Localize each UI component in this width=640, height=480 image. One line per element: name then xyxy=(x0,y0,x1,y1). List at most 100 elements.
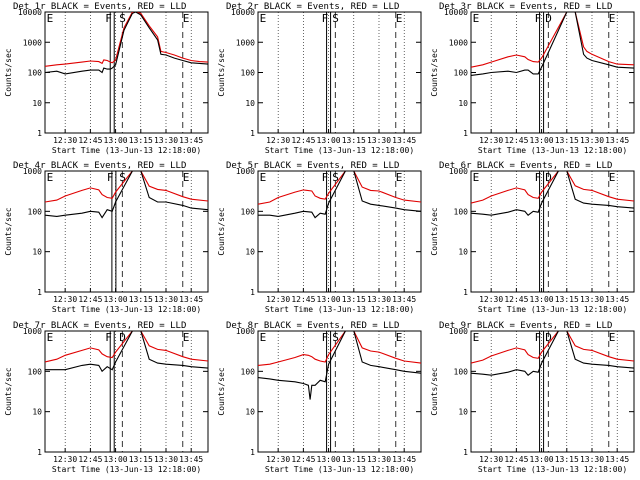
chart-title: Det 3r BLACK = Events, RED = LLD xyxy=(439,2,612,12)
events-series-line xyxy=(45,12,208,75)
x-tick-label: 12:30 xyxy=(266,136,290,145)
marker-label: F xyxy=(535,171,542,184)
marker-label: F xyxy=(535,12,542,25)
x-tick-label: 13:45 xyxy=(605,455,629,464)
marker-label: E xyxy=(473,331,480,344)
marker-label: D xyxy=(545,331,552,344)
plot-frame xyxy=(470,330,635,453)
x-tick-label: 13:15 xyxy=(342,136,366,145)
x-axis-label: Start Time (13-Jun-13 12:18:00) xyxy=(478,465,627,474)
x-tick-label: 13:45 xyxy=(392,136,416,145)
x-tick-label: 12:30 xyxy=(53,136,77,145)
y-tick-label: 100 xyxy=(28,69,43,78)
marker-label: E xyxy=(396,331,403,344)
y-axis-label: Counts/sec xyxy=(217,367,226,415)
x-axis-label: Start Time (13-Jun-13 12:18:00) xyxy=(265,465,414,474)
x-axis-label: Start Time (13-Jun-13 12:18:00) xyxy=(52,146,201,155)
x-tick-label: 13:00 xyxy=(104,136,128,145)
x-axis-label: Start Time (13-Jun-13 12:18:00) xyxy=(478,146,627,155)
chart-title: Det 2r BLACK = Events, RED = LLD xyxy=(226,2,399,12)
y-tick-label: 1 xyxy=(250,129,255,138)
marker-label: E xyxy=(183,171,190,184)
y-tick-label: 100 xyxy=(28,367,43,376)
x-tick-label: 12:45 xyxy=(78,455,102,464)
events-series-line xyxy=(471,12,634,76)
x-tick-label: 12:45 xyxy=(291,295,315,304)
plot-frame xyxy=(44,11,209,134)
x-tick-label: 12:45 xyxy=(291,136,315,145)
y-tick-label: 10000 xyxy=(18,8,42,17)
x-tick-label: 13:45 xyxy=(179,455,203,464)
y-tick-label: 1000 xyxy=(23,327,42,336)
x-tick-label: 13:30 xyxy=(580,136,604,145)
events-series-line xyxy=(471,331,634,376)
y-tick-label: 100 xyxy=(241,207,256,216)
y-tick-label: 10 xyxy=(32,408,42,417)
x-tick-label: 12:45 xyxy=(291,455,315,464)
y-tick-label: 10 xyxy=(458,99,468,108)
y-tick-label: 100 xyxy=(454,207,469,216)
chart-title: Det 7r BLACK = Events, RED = LLD xyxy=(13,321,186,331)
y-tick-label: 10 xyxy=(458,248,468,257)
y-tick-label: 100 xyxy=(454,69,469,78)
x-tick-label: 13:15 xyxy=(129,455,153,464)
x-tick-label: 13:45 xyxy=(605,295,629,304)
y-tick-label: 1000 xyxy=(449,167,468,176)
x-tick-label: 13:15 xyxy=(129,295,153,304)
y-tick-label: 10 xyxy=(32,248,42,257)
x-tick-label: 13:30 xyxy=(367,455,391,464)
y-tick-label: 1000 xyxy=(449,38,468,47)
y-tick-label: 1000 xyxy=(236,167,255,176)
chart-title: Det 6r BLACK = Events, RED = LLD xyxy=(439,161,612,171)
lld-series-line xyxy=(471,12,634,68)
x-axis-label: Start Time (13-Jun-13 12:18:00) xyxy=(478,305,627,314)
x-tick-label: 13:15 xyxy=(342,455,366,464)
x-tick-label: 12:45 xyxy=(504,136,528,145)
plot-frame xyxy=(470,170,635,293)
lld-series-line xyxy=(45,12,208,67)
plot-frame xyxy=(257,11,422,134)
y-tick-label: 10000 xyxy=(444,8,468,17)
lld-series-line xyxy=(45,171,208,203)
marker-label: S xyxy=(332,12,339,25)
marker-label: E xyxy=(260,331,267,344)
y-tick-label: 10 xyxy=(32,99,42,108)
x-tick-label: 12:45 xyxy=(504,295,528,304)
lld-series-line xyxy=(471,331,634,364)
chart-title: Det 4r BLACK = Events, RED = LLD xyxy=(13,161,186,171)
y-tick-label: 1 xyxy=(37,448,42,457)
marker-label: E xyxy=(396,171,403,184)
y-axis-label: Counts/sec xyxy=(4,207,13,255)
x-tick-label: 12:30 xyxy=(53,295,77,304)
y-axis-label: Counts/sec xyxy=(430,367,439,415)
marker-label: E xyxy=(609,331,616,344)
x-tick-label: 12:30 xyxy=(479,136,503,145)
x-axis-label: Start Time (13-Jun-13 12:18:00) xyxy=(265,146,414,155)
y-tick-label: 1000 xyxy=(236,38,255,47)
x-tick-label: 12:30 xyxy=(266,455,290,464)
x-tick-label: 13:30 xyxy=(580,455,604,464)
plot-frame xyxy=(44,170,209,293)
marker-label: F xyxy=(322,331,329,344)
plot-frame xyxy=(257,170,422,293)
x-tick-label: 13:30 xyxy=(154,455,178,464)
x-tick-label: 12:45 xyxy=(78,136,102,145)
events-series-line xyxy=(45,331,208,373)
x-tick-label: 13:00 xyxy=(317,455,341,464)
lld-series-line xyxy=(258,331,421,366)
plot-frame xyxy=(44,330,209,453)
x-tick-label: 12:45 xyxy=(78,295,102,304)
x-axis-label: Start Time (13-Jun-13 12:18:00) xyxy=(52,465,201,474)
x-tick-label: 13:45 xyxy=(605,136,629,145)
y-tick-label: 10 xyxy=(245,99,255,108)
x-tick-label: 12:30 xyxy=(53,455,77,464)
x-axis-label: Start Time (13-Jun-13 12:18:00) xyxy=(52,305,201,314)
x-tick-label: 13:00 xyxy=(530,455,554,464)
x-tick-label: 13:30 xyxy=(154,136,178,145)
y-tick-label: 1000 xyxy=(236,327,255,336)
marker-label: S xyxy=(332,331,339,344)
